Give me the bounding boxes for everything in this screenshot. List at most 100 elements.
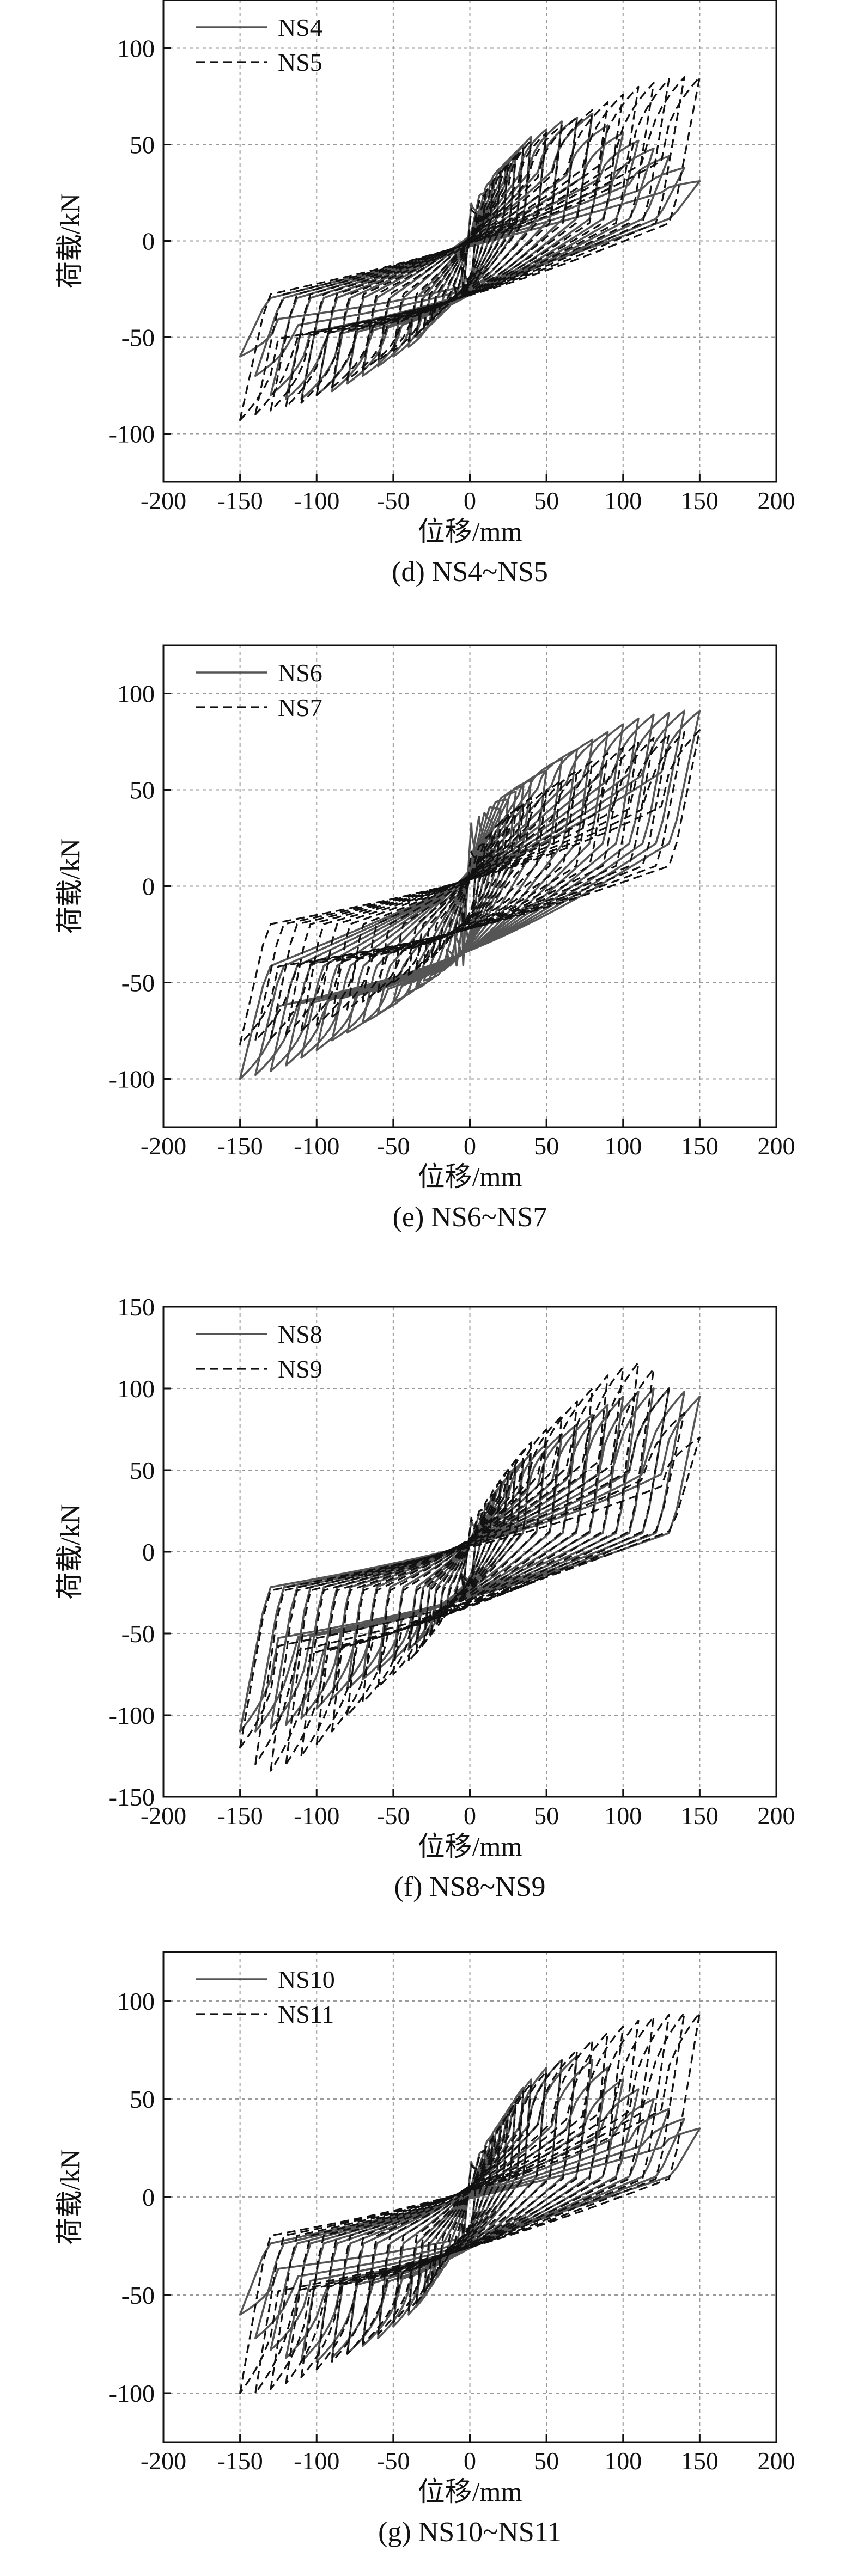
series-ns9 (239, 1361, 701, 1772)
series-ns11 (239, 2012, 701, 2394)
y-tick-label: -50 (121, 969, 155, 997)
hysteresis-loop (377, 1415, 563, 1688)
hysteresis-loop (254, 731, 685, 1042)
x-tick-label: 50 (534, 1802, 559, 1829)
legend-label-ns8: NS8 (278, 1320, 322, 1348)
x-tick-label: -200 (141, 487, 186, 515)
x-tick-label: 100 (604, 1132, 642, 1160)
hysteresis-loop (254, 76, 685, 415)
x-axis-label: 位移/mm (418, 1831, 522, 1862)
x-tick-label: 150 (681, 487, 719, 515)
x-tick-label: 200 (758, 1802, 795, 1829)
x-axis-label: 位移/mm (418, 516, 522, 547)
series-layer (239, 2012, 701, 2394)
hysteresis-loop (270, 712, 670, 1073)
x-tick-label: 200 (758, 487, 795, 515)
x-tick-label: 200 (758, 1132, 795, 1160)
y-tick-label: 100 (117, 35, 155, 63)
legend-label-ns7: NS7 (278, 694, 322, 721)
y-tick-label: -50 (121, 324, 155, 352)
y-axis-label: 荷载/kN (54, 839, 85, 934)
x-tick-label: -50 (376, 2447, 410, 2475)
hysteresis-loop (300, 1361, 640, 1757)
x-tick-label: 100 (604, 487, 642, 515)
series-ns5 (239, 76, 701, 421)
x-tick-label: 0 (464, 2447, 476, 2475)
hysteresis-loop (461, 208, 479, 295)
hysteresis-loop (239, 1436, 701, 1749)
hysteresis-loop (254, 2012, 685, 2394)
panel-caption: (e) NS6~NS7 (393, 1202, 547, 1233)
x-tick-label: 150 (681, 1132, 719, 1160)
hysteresis-loop (239, 76, 701, 421)
panel-caption: (g) NS10~NS11 (378, 2517, 562, 2548)
y-tick-label: 0 (142, 1538, 155, 1566)
x-axis-label: 位移/mm (418, 1161, 522, 1192)
y-tick-label: 0 (142, 873, 155, 901)
x-tick-label: 150 (681, 2447, 719, 2475)
y-tick-label: -100 (109, 420, 155, 448)
panel-caption: (f) NS8~NS9 (394, 1871, 545, 1902)
y-tick-label: 0 (142, 2183, 155, 2211)
hysteresis-loop (346, 109, 594, 381)
hysteresis-loop (239, 729, 701, 1045)
x-tick-label: -200 (141, 2447, 186, 2475)
y-tick-label: 150 (117, 1293, 155, 1321)
chart-panel: -200 -150 -100 -50 0 50 100 150 200-150-100-5005… (54, 1293, 795, 1902)
x-tick-label: 50 (534, 1132, 559, 1160)
hysteresis-loop (362, 769, 578, 1003)
hysteresis-loop (300, 2020, 640, 2378)
y-axis-label: 荷载/kN (54, 193, 85, 289)
hysteresis-loop (438, 170, 502, 311)
legend-label-ns11: NS11 (278, 2000, 334, 2028)
x-tick-label: -200 (141, 1802, 186, 1829)
hysteresis-loop (315, 747, 624, 1026)
series-ns7 (239, 729, 701, 1045)
x-tick-label: -50 (376, 1132, 410, 1160)
x-tick-label: 200 (758, 2447, 795, 2475)
hysteresis-loop (315, 723, 624, 1051)
x-tick-label: 100 (604, 2447, 642, 2475)
hysteresis-loop (346, 113, 594, 385)
hysteresis-loop (331, 1374, 609, 1733)
hysteresis-loop (285, 82, 655, 408)
hysteresis-loop (346, 2059, 594, 2355)
legend-label-ns10: NS10 (278, 1966, 335, 1993)
hysteresis-loop (270, 1387, 670, 1772)
hysteresis-loop (346, 2039, 594, 2355)
hysteresis-loop (392, 1428, 547, 1675)
hysteresis-loop (270, 733, 670, 1039)
hysteresis-loop (446, 831, 494, 941)
y-axis-label: 荷载/kN (54, 1504, 85, 1600)
x-tick-label: 0 (464, 487, 476, 515)
x-tick-label: -150 (217, 1132, 263, 1160)
legend-label-ns6: NS6 (278, 659, 322, 687)
x-tick-label: -200 (141, 1132, 186, 1160)
x-tick-label: -100 (294, 1802, 339, 1829)
hysteresis-loop (315, 2026, 624, 2371)
chart-panel: -200 -150 -100 -50 0 50 100 150 200 -100 -50 0 50 100… (54, 0, 795, 588)
series-layer (239, 76, 701, 421)
x-tick-label: 50 (534, 2447, 559, 2475)
hysteresis-loop (407, 797, 532, 976)
x-tick-label: -50 (376, 1802, 410, 1829)
y-tick-label: -100 (109, 1066, 155, 1093)
hysteresis-loop (453, 843, 486, 929)
legend-label-ns5: NS5 (278, 48, 322, 76)
hysteresis-loop (346, 738, 594, 1034)
x-tick-label: -50 (376, 487, 410, 515)
hysteresis-loop (446, 1494, 494, 1610)
hysteresis-loop (285, 737, 655, 1036)
x-tick-label: -100 (294, 1132, 339, 1160)
hysteresis-loop (331, 2066, 609, 2359)
hysteresis-loop (315, 93, 624, 396)
hysteresis-loop (239, 1396, 701, 1733)
legend-label-ns4: NS4 (278, 14, 322, 41)
series-layer (239, 1361, 701, 1772)
y-tick-label: -50 (121, 1620, 155, 1648)
panel-caption: (d) NS4~NS5 (392, 556, 548, 588)
y-tick-label: 100 (117, 1987, 155, 2015)
hysteresis-loop (239, 2127, 701, 2316)
hysteresis-loop (300, 85, 640, 404)
